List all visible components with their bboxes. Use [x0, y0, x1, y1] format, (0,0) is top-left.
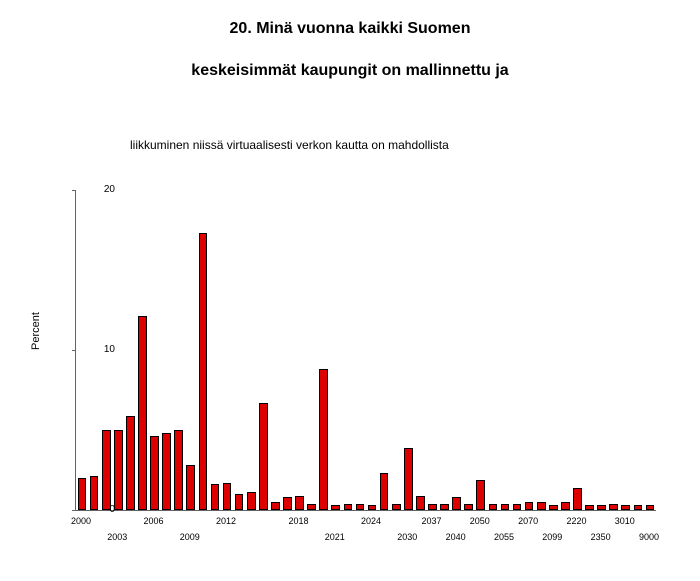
x-tick-label: 2040 [446, 532, 466, 542]
y-tick-mark [72, 510, 76, 511]
y-tick-label: 20 [85, 184, 115, 195]
bar [199, 233, 208, 510]
bar [464, 504, 473, 510]
x-tick-label: 2009 [180, 532, 200, 542]
bar [609, 504, 618, 510]
x-tick-label: 2003 [107, 532, 127, 542]
bar [150, 436, 159, 510]
x-tick-label: 2012 [216, 516, 236, 526]
bar [416, 496, 425, 510]
x-tick-label: 9000 [639, 532, 659, 542]
y-tick-label: 10 [85, 344, 115, 355]
chart-title-2: keskeisimmät kaupungit on mallinnettu ja [0, 62, 700, 80]
bar [186, 465, 195, 510]
bar [380, 473, 389, 510]
bar [549, 505, 558, 510]
bar [319, 369, 328, 510]
bar [585, 505, 594, 510]
bar [356, 504, 365, 510]
bar [368, 505, 377, 510]
chart-area [75, 190, 655, 510]
bar [501, 504, 510, 510]
bar [331, 505, 340, 510]
bar [138, 316, 147, 510]
x-tick-label: 2021 [325, 532, 345, 542]
x-tick-label: 2220 [566, 516, 586, 526]
bar [573, 488, 582, 510]
bar [513, 504, 522, 510]
bar [162, 433, 171, 510]
bar [271, 502, 280, 510]
x-tick-label: 2350 [591, 532, 611, 542]
bar [392, 504, 401, 510]
bar [489, 504, 498, 510]
bar [259, 403, 268, 510]
bar [525, 502, 534, 510]
bar [597, 505, 606, 510]
bar [307, 504, 316, 510]
bar [283, 497, 292, 510]
x-tick-label: 2024 [361, 516, 381, 526]
y-tick-mark [72, 190, 76, 191]
bar [114, 430, 123, 510]
bar [344, 504, 353, 510]
bar [561, 502, 570, 510]
x-tick-label: 2055 [494, 532, 514, 542]
bar [247, 492, 256, 510]
x-tick-label: 2099 [542, 532, 562, 542]
chart-title-3: liikkuminen niissä virtuaalisesti verkon… [130, 138, 449, 152]
bar [428, 504, 437, 510]
x-tick-label: 3010 [615, 516, 635, 526]
bar [452, 497, 461, 510]
x-tick-label: 2000 [71, 516, 91, 526]
bar [634, 505, 643, 510]
bar [646, 505, 655, 510]
bar [174, 430, 183, 510]
bar [211, 484, 220, 510]
x-tick-label: 2050 [470, 516, 490, 526]
bar [235, 494, 244, 510]
bar [621, 505, 630, 510]
x-tick-label: 2018 [289, 516, 309, 526]
y-tick-label: 0 [85, 504, 115, 515]
chart-title-1: 20. Minä vuonna kaikki Suomen [0, 20, 700, 38]
x-tick-label: 2037 [421, 516, 441, 526]
y-tick-mark [72, 350, 76, 351]
x-tick-label: 2070 [518, 516, 538, 526]
bar [476, 480, 485, 510]
x-tick-label: 2006 [144, 516, 164, 526]
y-axis-label: Percent [30, 312, 42, 350]
bar [404, 448, 413, 510]
bar [102, 430, 111, 510]
bar [537, 502, 546, 510]
bar [126, 416, 135, 510]
x-tick-label: 2030 [397, 532, 417, 542]
plot-area [75, 190, 656, 511]
bar [223, 483, 232, 510]
bar [295, 496, 304, 510]
bar [440, 504, 449, 510]
